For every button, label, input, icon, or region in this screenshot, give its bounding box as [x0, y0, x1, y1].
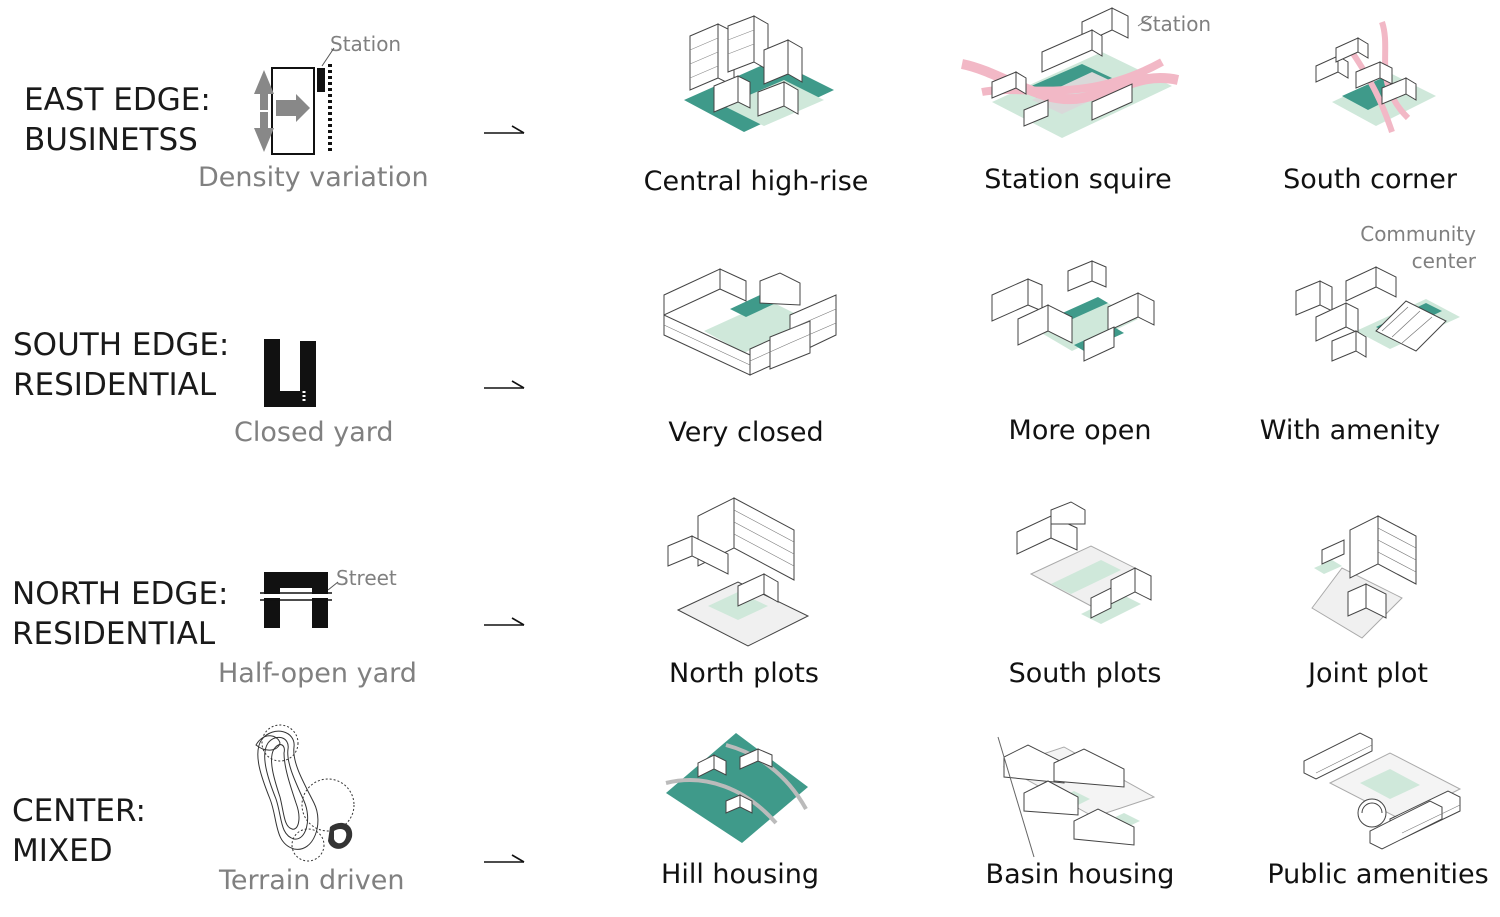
- row-title-line1: CENTER:: [12, 793, 146, 829]
- option-central-high-rise: Central high-rise: [626, 0, 886, 225]
- option-label: South corner: [1283, 164, 1457, 195]
- more-open-axonometric: [991, 260, 1155, 362]
- hill-housing-axonometric: [665, 733, 808, 843]
- row-center: CENTER: MIXED Terrain driven: [0, 715, 1500, 917]
- option-label: Station squire: [984, 164, 1172, 195]
- option-label: Basin housing: [985, 859, 1175, 890]
- option-tag-community-center: Community center: [1360, 221, 1476, 275]
- north-plots-axonometric: [667, 497, 810, 647]
- diagram-tag-station: Station: [330, 32, 402, 56]
- arrow-icon: [484, 380, 525, 389]
- basin-housing-axonometric: [997, 736, 1156, 858]
- option-more-open: More open: [950, 225, 1210, 470]
- tag-line2: center: [1411, 249, 1476, 273]
- terrain-contour-icon: [255, 724, 355, 862]
- south-corner-axonometric: [1315, 21, 1436, 133]
- option-south-corner: South corner: [1240, 0, 1500, 225]
- row-title-line1: SOUTH EDGE:: [13, 327, 230, 363]
- joint-plot-axonometric: [1311, 515, 1417, 639]
- south-plots-axonometric: [1016, 501, 1153, 624]
- option-label: With amenity: [1259, 415, 1441, 446]
- option-north-plots: North plots: [614, 470, 874, 715]
- with-amenity-axonometric: [1295, 266, 1460, 362]
- option-basin-housing: Basin housing: [950, 715, 1210, 917]
- station-square-axonometric: [960, 7, 1180, 138]
- row-title: SOUTH EDGE: RESIDENTIAL: [13, 325, 229, 405]
- option-with-amenity: Community center With amenity: [1220, 222, 1480, 470]
- option-very-closed: Very closed: [616, 225, 876, 470]
- central-high-rise-axonometric: [684, 15, 834, 132]
- row-south-edge: SOUTH EDGE: RESIDENTIAL Closed yard Very…: [0, 222, 1500, 470]
- option-label: Hill housing: [661, 859, 819, 890]
- option-label: South plots: [1008, 658, 1162, 689]
- diagram-caption: Density variation: [198, 162, 429, 193]
- row-title-line2: RESIDENTIAL: [12, 616, 216, 652]
- option-label: More open: [1008, 415, 1152, 446]
- public-amenities-axonometric: [1303, 732, 1462, 850]
- row-title-line1: NORTH EDGE:: [12, 576, 229, 612]
- option-hill-housing: Hill housing: [610, 715, 870, 917]
- row-title: NORTH EDGE: RESIDENTIAL: [12, 574, 229, 654]
- row-title-line2: RESIDENTIAL: [13, 367, 217, 403]
- arrow-icon: [484, 854, 525, 863]
- option-station-square: Station Station squire: [948, 0, 1211, 225]
- arrow-icon: [484, 125, 525, 134]
- option-label: Central high-rise: [643, 166, 869, 197]
- closed-yard-icon: [264, 339, 316, 407]
- row-title: CENTER: MIXED: [12, 791, 146, 871]
- diagram-caption: Terrain driven: [219, 865, 405, 896]
- very-closed-axonometric: [663, 268, 837, 376]
- arrow-icon: [484, 617, 525, 626]
- diagram-caption: Half-open yard: [218, 658, 417, 689]
- option-label: Public amenities: [1267, 859, 1489, 890]
- row-title-line2: MIXED: [12, 833, 113, 869]
- density-variation-icon: [254, 47, 335, 155]
- tag-line1: Community: [1360, 222, 1476, 246]
- option-south-plots: South plots: [955, 470, 1215, 715]
- half-open-yard-icon: [260, 572, 339, 628]
- row-title-line2: BUSINETSS: [24, 122, 198, 158]
- option-joint-plot: Joint plot: [1238, 470, 1498, 715]
- row-north-edge: NORTH EDGE: RESIDENTIAL Street Half-open…: [0, 470, 1500, 715]
- row-title-line1: EAST EDGE:: [24, 82, 211, 118]
- option-public-amenities: Public amenities: [1248, 715, 1500, 917]
- row-title: EAST EDGE: BUSINETSS: [24, 80, 211, 160]
- option-label: Very closed: [668, 417, 824, 448]
- row-east-edge: EAST EDGE: BUSINETSS Station Density var…: [0, 0, 1500, 225]
- option-label: North plots: [669, 658, 819, 689]
- option-label: Joint plot: [1307, 658, 1428, 689]
- diagram-tag-street: Street: [336, 566, 397, 590]
- diagram-caption: Closed yard: [234, 417, 394, 448]
